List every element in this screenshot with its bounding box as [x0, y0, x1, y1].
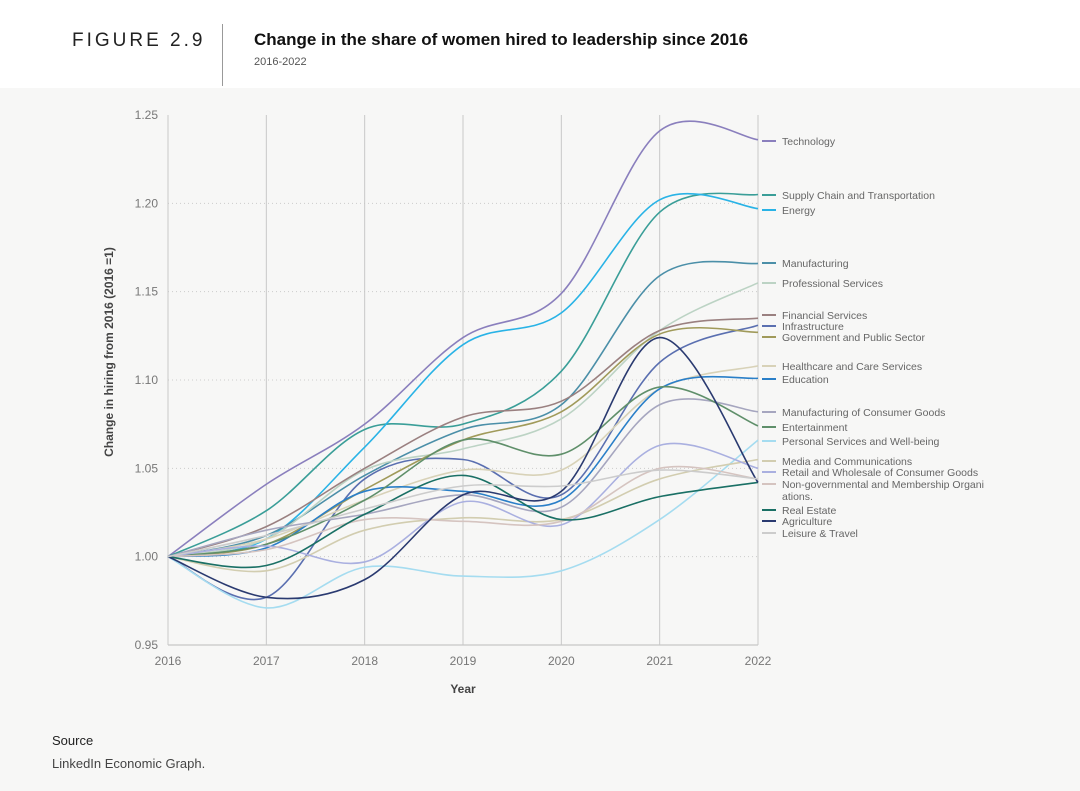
series-line — [167, 398, 759, 558]
source-label: Source — [52, 733, 94, 748]
legend-label: Real Estate — [782, 505, 836, 517]
legend-label: Healthcare and Care Services — [782, 361, 922, 373]
figure-number: FIGURE 2.9 — [72, 30, 206, 51]
x-tick-label: 2021 — [646, 654, 673, 668]
x-axis-title: Year — [450, 682, 476, 696]
y-tick-label: 1.15 — [135, 285, 159, 299]
legend-label: Infrastructure — [782, 321, 844, 333]
series-line — [167, 336, 759, 600]
series-line — [167, 317, 759, 558]
y-tick-label: 1.10 — [135, 373, 159, 387]
legend-label: Media and Communications — [782, 456, 912, 468]
x-tick-label: 2016 — [155, 654, 182, 668]
legend-label: Government and Public Sector — [782, 332, 925, 344]
legend-label: Energy — [782, 205, 816, 217]
chart-subtitle: 2016-2022 — [254, 56, 307, 68]
series-line — [167, 465, 759, 558]
legend-label: Professional Services — [782, 278, 883, 290]
series-line — [167, 474, 759, 569]
x-tick-label: 2019 — [450, 654, 477, 668]
series-line — [167, 120, 759, 558]
legend-label: Non-governmental and Membership Organi — [782, 479, 984, 491]
x-tick-label: 2018 — [351, 654, 378, 668]
y-tick-label: 1.25 — [135, 108, 159, 122]
y-tick-label: 1.05 — [135, 461, 159, 475]
x-tick-label: 2017 — [253, 654, 280, 668]
divider — [222, 24, 223, 86]
legend-label: Agriculture — [782, 516, 832, 528]
series-line — [167, 385, 759, 558]
series-line — [167, 442, 759, 565]
series-line — [167, 469, 759, 558]
legend-label: Leisure & Travel — [782, 528, 858, 540]
x-tick-label: 2020 — [548, 654, 575, 668]
y-tick-label: 0.95 — [135, 638, 159, 652]
chart-title: Change in the share of women hired to le… — [254, 30, 749, 49]
legend-label: ations. — [782, 491, 813, 503]
y-tick-label: 1.20 — [135, 196, 159, 210]
y-tick-label: 1.00 — [135, 550, 159, 564]
legend-label: Technology — [782, 136, 836, 148]
source-text: LinkedIn Economic Graph. — [52, 756, 206, 771]
series-line — [167, 458, 759, 573]
series-line — [167, 439, 759, 609]
legend-label: Entertainment — [782, 422, 847, 434]
legend-label: Financial Services — [782, 310, 867, 322]
legend-label: Retail and Wholesale of Consumer Goods — [782, 467, 978, 479]
legend-label: Education — [782, 374, 829, 386]
y-axis-title: Change in hiring from 2016 (2016 =1) — [102, 247, 116, 457]
series-line — [167, 375, 759, 558]
series-line — [167, 192, 759, 558]
header: FIGURE 2.9 Change in the share of women … — [0, 0, 1080, 88]
legend-label: Supply Chain and Transportation — [782, 190, 935, 202]
x-tick-label: 2022 — [745, 654, 772, 668]
legend-label: Manufacturing of Consumer Goods — [782, 407, 945, 419]
legend-label: Manufacturing — [782, 258, 849, 270]
legend-label: Personal Services and Well-being — [782, 436, 940, 448]
